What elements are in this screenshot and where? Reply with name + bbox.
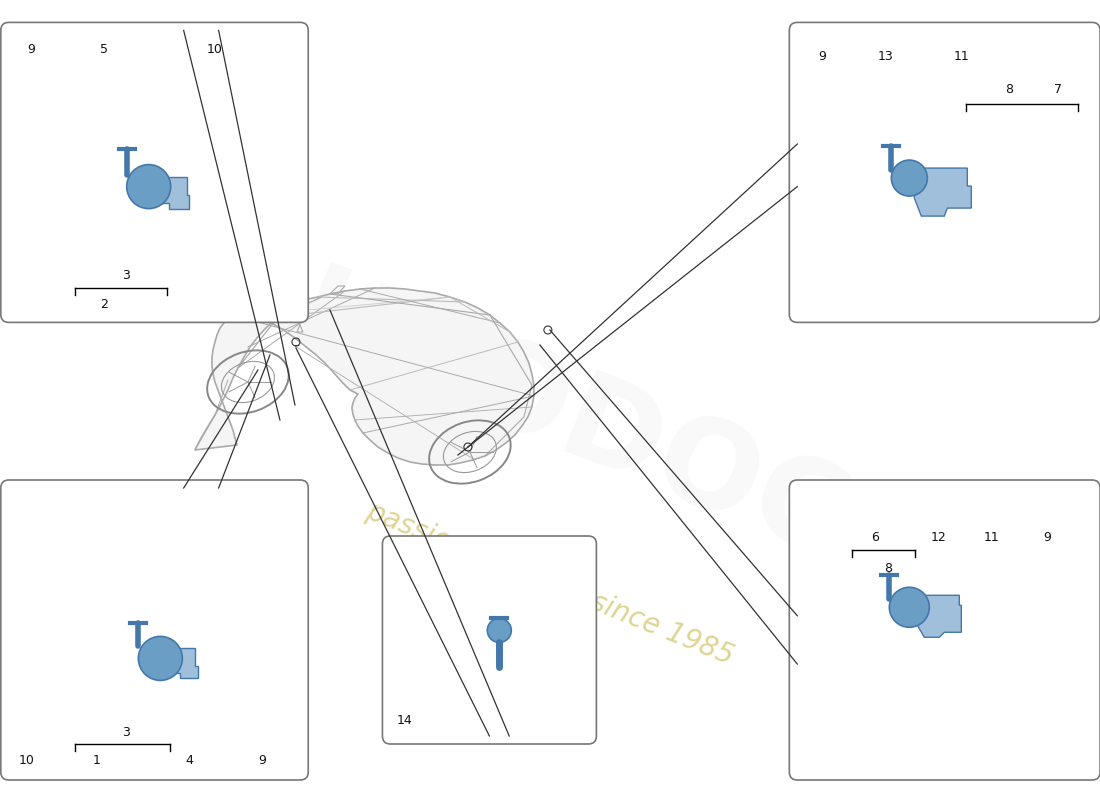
Text: AUTODOC: AUTODOC	[194, 220, 861, 580]
Polygon shape	[168, 648, 198, 678]
Text: 10: 10	[19, 754, 34, 766]
Text: 3: 3	[122, 269, 131, 282]
Circle shape	[891, 160, 927, 196]
Text: 3: 3	[122, 726, 131, 738]
Polygon shape	[914, 168, 971, 216]
Text: 12: 12	[931, 531, 946, 544]
Text: 10: 10	[207, 43, 222, 56]
Text: 2: 2	[100, 298, 109, 310]
Text: 6: 6	[871, 531, 879, 544]
Text: 1: 1	[92, 754, 101, 766]
Polygon shape	[917, 595, 961, 638]
Text: 9: 9	[818, 50, 826, 62]
FancyBboxPatch shape	[790, 22, 1100, 322]
Circle shape	[889, 587, 930, 627]
Text: 8: 8	[884, 562, 892, 574]
Text: 4: 4	[185, 754, 194, 766]
Text: passion for parts since 1985: passion for parts since 1985	[362, 498, 738, 670]
Text: 14: 14	[397, 714, 412, 726]
FancyBboxPatch shape	[1, 480, 308, 780]
Circle shape	[126, 165, 170, 209]
Text: 5: 5	[100, 43, 109, 56]
Text: 7: 7	[1054, 83, 1062, 96]
Circle shape	[487, 618, 512, 642]
Text: 9: 9	[26, 43, 35, 56]
FancyBboxPatch shape	[790, 480, 1100, 780]
FancyBboxPatch shape	[1, 22, 308, 322]
Text: 11: 11	[954, 50, 969, 62]
Polygon shape	[195, 288, 534, 465]
Text: 13: 13	[878, 50, 893, 62]
Text: 8: 8	[1005, 83, 1013, 96]
Circle shape	[139, 637, 183, 680]
Text: 9: 9	[257, 754, 266, 766]
FancyBboxPatch shape	[383, 536, 596, 744]
Polygon shape	[156, 177, 189, 209]
Text: 9: 9	[1043, 531, 1050, 544]
Text: 11: 11	[984, 531, 1000, 544]
